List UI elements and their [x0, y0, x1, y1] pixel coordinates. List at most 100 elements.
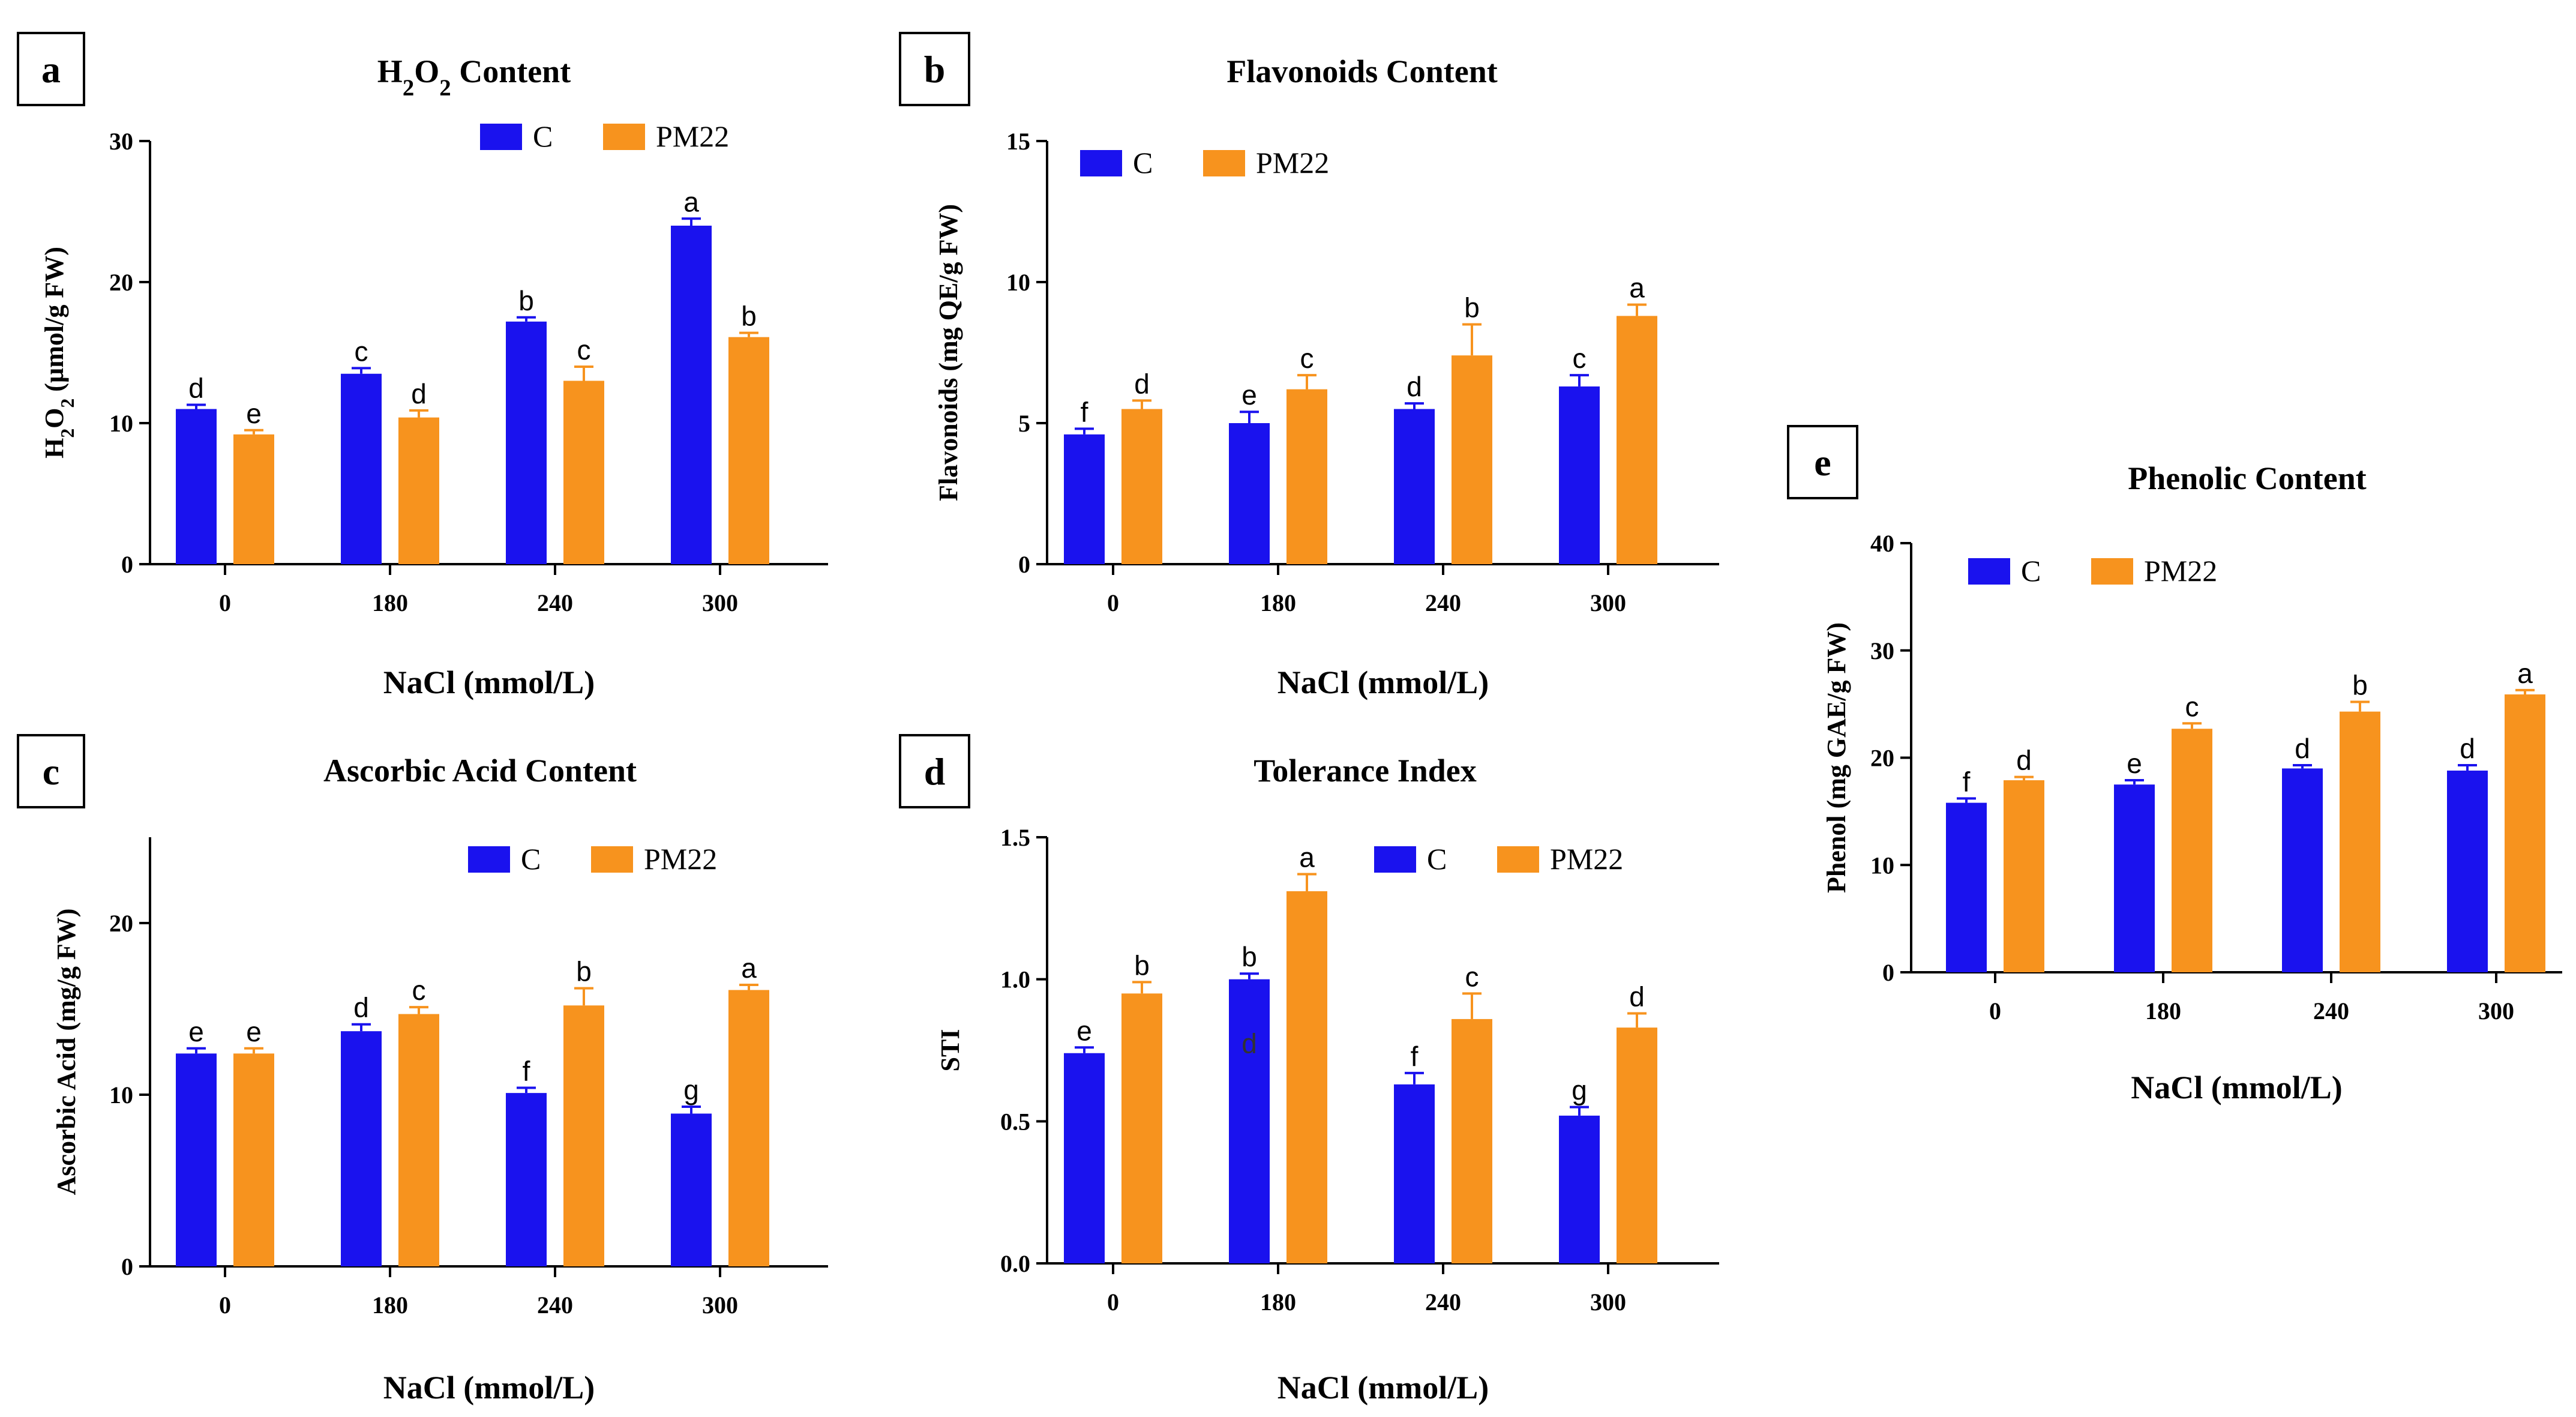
x-tick-label: 180: [1260, 1289, 1296, 1316]
legend-swatch-c: [480, 124, 522, 150]
bar-pm22-180: [2172, 729, 2212, 972]
x-tick-label: 300: [702, 1292, 738, 1319]
bar-c-240: [1394, 409, 1435, 564]
significance-letter: b: [576, 956, 592, 987]
x-tick-label: 300: [702, 589, 738, 616]
x-tick-label: 240: [537, 1292, 573, 1319]
significance-letter: b: [2352, 670, 2368, 701]
panel-label-box: [1787, 425, 1858, 499]
legend-swatch-pm22: [1203, 150, 1245, 176]
y-tick-label: 10: [109, 1082, 133, 1109]
significance-letter: e: [246, 1016, 262, 1047]
x-tick-label: 240: [537, 589, 573, 616]
y-tick-label: 10: [1870, 852, 1894, 879]
significance-letter: a: [683, 186, 699, 217]
bar-pm22-240: [1452, 1018, 1492, 1263]
significance-letter: c: [1573, 343, 1587, 374]
significance-letter: c: [355, 335, 368, 367]
y-axis-label: Ascorbic Acid (mg/g FW): [52, 909, 81, 1196]
bar-pm22-0: [1121, 409, 1162, 564]
legend-label-c: C: [1427, 842, 1447, 876]
y-tick-label: 20: [109, 269, 133, 296]
chart-title: Flavonoids Content: [1226, 53, 1498, 89]
bar-pm22-180: [1286, 891, 1327, 1263]
x-tick-label: 240: [2313, 997, 2349, 1024]
significance-letter: c: [2185, 691, 2199, 722]
bar-c-240: [2282, 768, 2323, 972]
significance-letter: a: [2517, 658, 2533, 689]
bar-c-300: [671, 226, 712, 564]
x-tick-label: 240: [1425, 589, 1461, 616]
significance-letter: d: [1407, 371, 1422, 402]
panel-a: a H2O2 Content01020300de180cd240bc300abNa…: [17, 32, 828, 700]
bar-pm22-300: [728, 337, 769, 564]
y-tick-label: 10: [1006, 269, 1030, 296]
bar-c-300: [671, 1113, 712, 1266]
legend-label-pm22: PM22: [2144, 554, 2217, 588]
y-tick-label: 5: [1018, 410, 1030, 437]
significance-letter: c: [1300, 343, 1314, 374]
significance-letter: c: [412, 975, 426, 1006]
legend-swatch-pm22: [2091, 558, 2133, 585]
chart-title: H2O2 Content: [377, 53, 571, 101]
x-tick-label: 300: [2478, 997, 2514, 1024]
panel-d: d Tolerance Index 0.0 0.5 1.0 1.5 0 e b 180 b a 240 f…: [899, 734, 1719, 1406]
bar-pm22-0: [233, 1053, 274, 1266]
legend-label-c: C: [521, 842, 541, 876]
bar-pm22-180: [398, 1014, 439, 1266]
significance-letter: c: [1465, 961, 1479, 992]
bar-c-300: [1559, 1115, 1600, 1263]
panel-label-box: [899, 734, 970, 808]
bar-c-0: [1064, 1053, 1105, 1263]
significance-letter: d: [353, 992, 369, 1023]
y-tick-label: 0: [121, 1253, 133, 1280]
significance-letter: b: [1134, 949, 1150, 981]
chart-title: Ascorbic Acid Content: [323, 753, 637, 789]
y-axis-label: STI: [935, 1029, 965, 1072]
significance-letter: c: [577, 334, 591, 366]
panel-label-box: [17, 32, 85, 106]
legend-label-c: C: [2021, 554, 2041, 588]
legend-label-c: C: [533, 119, 553, 153]
legend-label-pm22: PM22: [644, 842, 717, 876]
y-tick-label: 15: [1006, 128, 1030, 155]
significance-letter: d: [411, 378, 427, 409]
bar-pm22-180: [398, 417, 439, 564]
bar-pm22-180: [1286, 389, 1327, 564]
y-tick-label: 0: [1882, 959, 1894, 986]
significance-letter: e: [1076, 1015, 1092, 1046]
y-axis-label: Phenol (mg GAE/g FW): [1822, 622, 1851, 893]
y-tick-label: 30: [1870, 637, 1894, 664]
x-tick-label: 180: [372, 1292, 408, 1319]
significance-letter: e: [246, 398, 262, 429]
bar-pm22-300: [2505, 694, 2545, 972]
bar-c-0: [176, 1053, 217, 1266]
legend-label-pm22: PM22: [656, 119, 729, 153]
y-tick-label: 20: [1870, 745, 1894, 772]
y-axis-label: H2O2 (µmol/g FW): [40, 247, 78, 459]
panel-label: a: [41, 48, 61, 91]
legend-label-c: C: [1133, 146, 1153, 179]
significance-letter: e: [1241, 379, 1257, 411]
bar-pm22-0: [2004, 780, 2044, 972]
bar-c-240: [506, 321, 547, 564]
legend-swatch-pm22: [1497, 846, 1539, 873]
bar-pm22-300: [1617, 316, 1657, 564]
bar-pm22-240: [563, 1005, 604, 1266]
significance-letter: a: [741, 952, 757, 984]
bar-pm22-0: [233, 434, 274, 564]
significance-letter: b: [518, 285, 534, 316]
panel-c: c Ascorbic Acid Content 0 10 20 0 e e 180 d c 240 f b…: [17, 734, 828, 1406]
bar-c-240: [1394, 1084, 1435, 1263]
significance-letter: d: [1134, 368, 1150, 399]
panel-label-box: [899, 32, 970, 106]
significance-letter: f: [1963, 766, 1971, 797]
legend-swatch-c: [468, 846, 510, 873]
significance-letter: d: [2295, 733, 2310, 764]
bar-c-180: [1229, 423, 1270, 564]
panel-label: c: [43, 750, 59, 793]
significance-letter: b: [1241, 941, 1257, 972]
x-tick-label: 0: [1989, 997, 2001, 1024]
bar-c-240: [506, 1093, 547, 1266]
x-tick-label: 0: [1107, 589, 1119, 616]
